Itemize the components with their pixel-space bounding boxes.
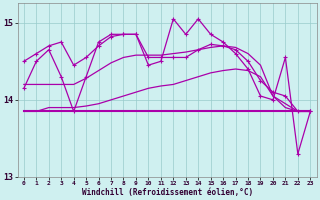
X-axis label: Windchill (Refroidissement éolien,°C): Windchill (Refroidissement éolien,°C) <box>82 188 253 197</box>
